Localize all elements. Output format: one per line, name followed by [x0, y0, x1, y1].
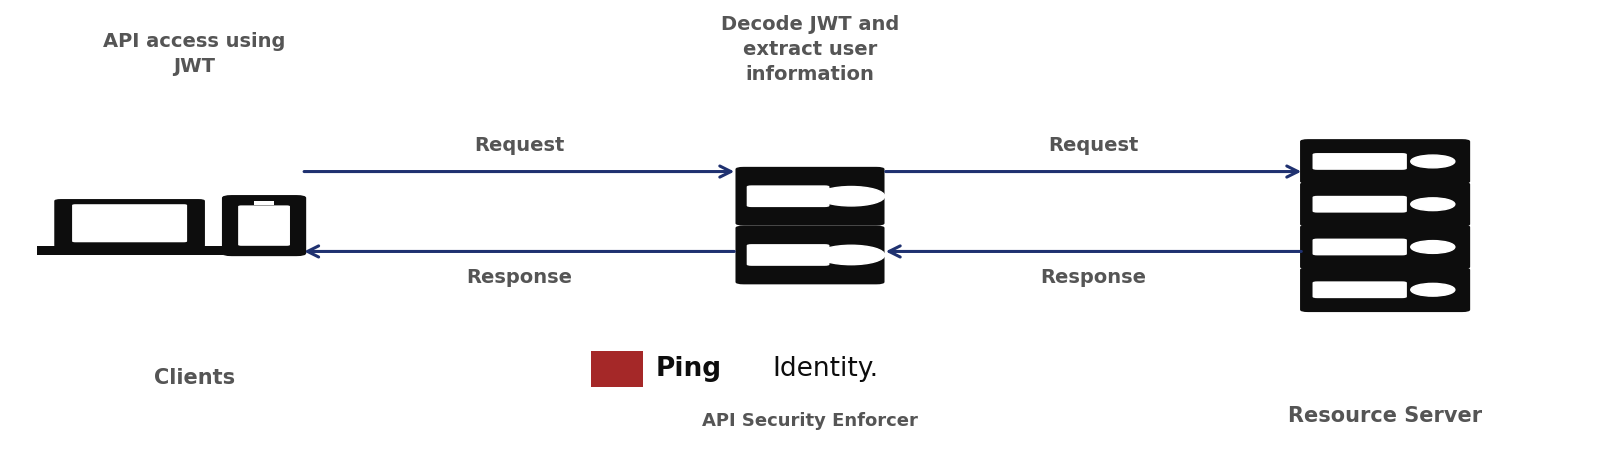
Text: Clients: Clients: [154, 368, 235, 388]
FancyBboxPatch shape: [1312, 196, 1406, 212]
Bar: [115, 243, 144, 248]
FancyBboxPatch shape: [747, 244, 829, 266]
Text: API access using
JWT: API access using JWT: [104, 32, 285, 76]
Bar: [254, 201, 274, 205]
Text: Ping: Ping: [656, 356, 723, 382]
FancyBboxPatch shape: [53, 199, 204, 247]
Text: API Security Enforcer: API Security Enforcer: [701, 412, 919, 430]
FancyBboxPatch shape: [747, 185, 829, 207]
Bar: [591, 352, 643, 386]
FancyBboxPatch shape: [222, 195, 306, 256]
Circle shape: [1411, 241, 1455, 253]
Circle shape: [818, 245, 885, 265]
FancyBboxPatch shape: [1299, 225, 1469, 269]
FancyBboxPatch shape: [1299, 182, 1469, 227]
FancyBboxPatch shape: [735, 226, 885, 284]
Circle shape: [1411, 155, 1455, 168]
FancyBboxPatch shape: [1299, 267, 1469, 312]
FancyBboxPatch shape: [1299, 139, 1469, 184]
Text: Resource Server: Resource Server: [1288, 406, 1482, 426]
Text: Decode JWT and
extract user
information: Decode JWT and extract user information: [721, 15, 899, 84]
Bar: [37, 245, 222, 255]
Text: Response: Response: [467, 268, 572, 287]
FancyBboxPatch shape: [71, 204, 186, 243]
Circle shape: [1411, 198, 1455, 211]
FancyBboxPatch shape: [1312, 282, 1406, 298]
Text: Request: Request: [475, 136, 564, 155]
FancyBboxPatch shape: [735, 167, 885, 226]
Circle shape: [818, 187, 885, 206]
Circle shape: [1411, 283, 1455, 296]
Text: Request: Request: [1048, 136, 1139, 155]
Text: Response: Response: [1040, 268, 1147, 287]
FancyBboxPatch shape: [238, 205, 290, 246]
Text: Identity.: Identity.: [773, 356, 880, 382]
FancyBboxPatch shape: [1312, 239, 1406, 255]
FancyBboxPatch shape: [1312, 153, 1406, 170]
